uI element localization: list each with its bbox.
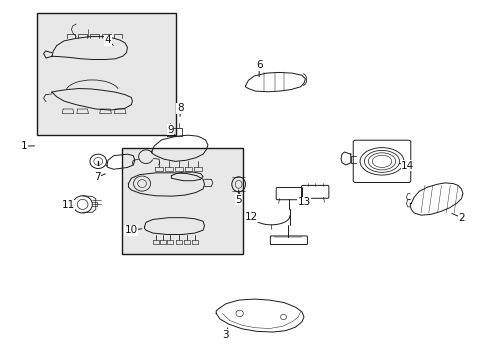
Text: 10: 10 (124, 225, 138, 235)
FancyBboxPatch shape (37, 13, 176, 135)
Text: 4: 4 (104, 35, 111, 45)
FancyBboxPatch shape (122, 148, 242, 253)
Text: 13: 13 (297, 197, 310, 207)
Text: 11: 11 (61, 200, 75, 210)
Text: 6: 6 (255, 60, 262, 70)
Text: 2: 2 (457, 213, 464, 222)
Text: 7: 7 (94, 172, 101, 182)
Text: 14: 14 (401, 161, 414, 171)
Text: 5: 5 (235, 195, 242, 205)
Text: 8: 8 (177, 103, 183, 113)
Text: 1: 1 (21, 141, 27, 151)
Text: 9: 9 (167, 125, 173, 135)
Text: 3: 3 (221, 330, 228, 340)
Text: 12: 12 (244, 212, 258, 221)
